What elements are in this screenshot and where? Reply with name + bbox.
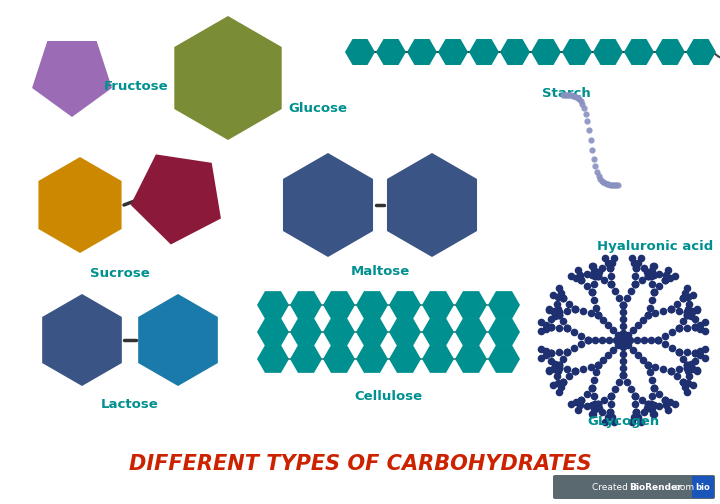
Polygon shape	[376, 39, 406, 65]
Polygon shape	[389, 318, 421, 346]
Polygon shape	[283, 153, 373, 257]
Polygon shape	[138, 294, 218, 386]
Text: Fructose: Fructose	[104, 81, 168, 94]
Polygon shape	[290, 318, 322, 346]
Polygon shape	[257, 291, 289, 319]
Polygon shape	[531, 39, 561, 65]
Text: Created in: Created in	[592, 482, 642, 491]
Text: Hyaluronic acid: Hyaluronic acid	[597, 240, 713, 253]
FancyBboxPatch shape	[553, 475, 715, 499]
Polygon shape	[356, 318, 388, 346]
Polygon shape	[469, 39, 499, 65]
Text: Sucrose: Sucrose	[90, 267, 150, 280]
Polygon shape	[455, 345, 487, 373]
Polygon shape	[624, 39, 654, 65]
Polygon shape	[407, 39, 437, 65]
Polygon shape	[655, 39, 685, 65]
Polygon shape	[387, 153, 477, 257]
Polygon shape	[174, 16, 282, 140]
Text: GLycogen: GLycogen	[587, 415, 659, 428]
Polygon shape	[345, 39, 375, 65]
Polygon shape	[389, 345, 421, 373]
Polygon shape	[290, 291, 322, 319]
Text: Lactose: Lactose	[101, 398, 159, 411]
Text: Glucose: Glucose	[288, 101, 347, 114]
Text: BioRender: BioRender	[629, 482, 681, 491]
Text: bio: bio	[696, 482, 711, 491]
Polygon shape	[38, 157, 122, 253]
Polygon shape	[323, 345, 355, 373]
Polygon shape	[593, 39, 623, 65]
Polygon shape	[500, 39, 530, 65]
Polygon shape	[32, 41, 112, 117]
Text: Starch: Starch	[541, 87, 590, 100]
Polygon shape	[257, 345, 289, 373]
Polygon shape	[130, 154, 221, 244]
Polygon shape	[356, 345, 388, 373]
Polygon shape	[257, 318, 289, 346]
Polygon shape	[562, 39, 592, 65]
Text: .com: .com	[672, 482, 694, 491]
Text: Maltose: Maltose	[351, 265, 410, 278]
Polygon shape	[686, 39, 716, 65]
Polygon shape	[455, 291, 487, 319]
Polygon shape	[455, 318, 487, 346]
Polygon shape	[488, 318, 520, 346]
Polygon shape	[422, 318, 454, 346]
Polygon shape	[42, 294, 122, 386]
Polygon shape	[422, 291, 454, 319]
Polygon shape	[323, 291, 355, 319]
Polygon shape	[438, 39, 468, 65]
Text: Cellulose: Cellulose	[354, 390, 423, 403]
Polygon shape	[488, 345, 520, 373]
FancyBboxPatch shape	[692, 476, 714, 498]
Polygon shape	[389, 291, 421, 319]
Polygon shape	[323, 318, 355, 346]
Polygon shape	[488, 291, 520, 319]
Polygon shape	[356, 291, 388, 319]
Text: DIFFERENT TYPES OF CARBOHYDRATES: DIFFERENT TYPES OF CARBOHYDRATES	[129, 454, 591, 474]
Polygon shape	[290, 345, 322, 373]
Polygon shape	[422, 345, 454, 373]
